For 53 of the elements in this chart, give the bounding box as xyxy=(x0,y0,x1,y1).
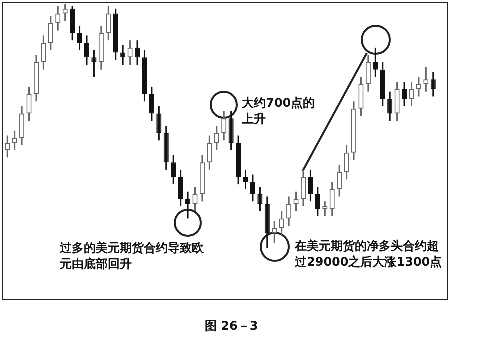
candlestick xyxy=(178,169,184,208)
caption: 图 26－3 xyxy=(205,318,258,334)
candlestick xyxy=(315,186,320,218)
candlestick xyxy=(171,154,176,186)
candlestick xyxy=(250,174,256,202)
candlestick xyxy=(84,34,90,66)
candlestick xyxy=(424,66,429,93)
candlestick xyxy=(106,6,112,42)
candlestick xyxy=(258,186,263,212)
candlestick xyxy=(294,191,299,212)
candlestick xyxy=(337,164,342,198)
candlestick xyxy=(430,72,436,98)
candlestick xyxy=(222,110,227,142)
annotation: 大约700点的上升 xyxy=(242,95,316,128)
candlestick xyxy=(20,106,25,146)
candlestick xyxy=(214,125,220,152)
candlestick xyxy=(128,40,133,66)
candlestick xyxy=(186,191,191,220)
candlestick xyxy=(192,186,198,212)
candlestick xyxy=(300,169,306,208)
candlestick xyxy=(134,40,140,66)
candlestick xyxy=(149,86,154,122)
candlestick xyxy=(388,91,393,122)
candlestick xyxy=(409,81,414,108)
candlestick xyxy=(41,34,46,71)
candlestick xyxy=(228,110,234,152)
annotation: 在美元期货的净多头合约超过29000之后大涨1300点 xyxy=(295,238,444,270)
candlestick xyxy=(62,3,68,22)
candlestick xyxy=(373,47,378,78)
candlestick xyxy=(286,196,292,227)
candlestick xyxy=(416,76,422,98)
candlestick xyxy=(394,81,400,122)
candlestick xyxy=(308,169,314,202)
candlestick xyxy=(330,181,335,218)
candlestick xyxy=(56,6,61,32)
candlestick xyxy=(70,6,76,42)
candlestick xyxy=(26,86,32,122)
candlestick xyxy=(366,54,371,93)
candlestick xyxy=(92,50,97,78)
candlestick xyxy=(272,220,278,244)
annotation: 过多的美元期货合约导致欧元由底部回升 xyxy=(60,240,205,272)
candlestick xyxy=(358,76,364,117)
candlestick xyxy=(12,130,18,152)
candlestick xyxy=(48,15,54,52)
candlestick xyxy=(77,25,82,52)
candlestick xyxy=(322,200,328,218)
candlestick xyxy=(243,169,248,190)
candlestick xyxy=(279,210,284,237)
candlestick xyxy=(156,106,162,142)
candlestick xyxy=(344,144,350,180)
candlestick xyxy=(402,81,408,108)
candlestick xyxy=(5,135,10,158)
candlestick xyxy=(207,135,212,171)
